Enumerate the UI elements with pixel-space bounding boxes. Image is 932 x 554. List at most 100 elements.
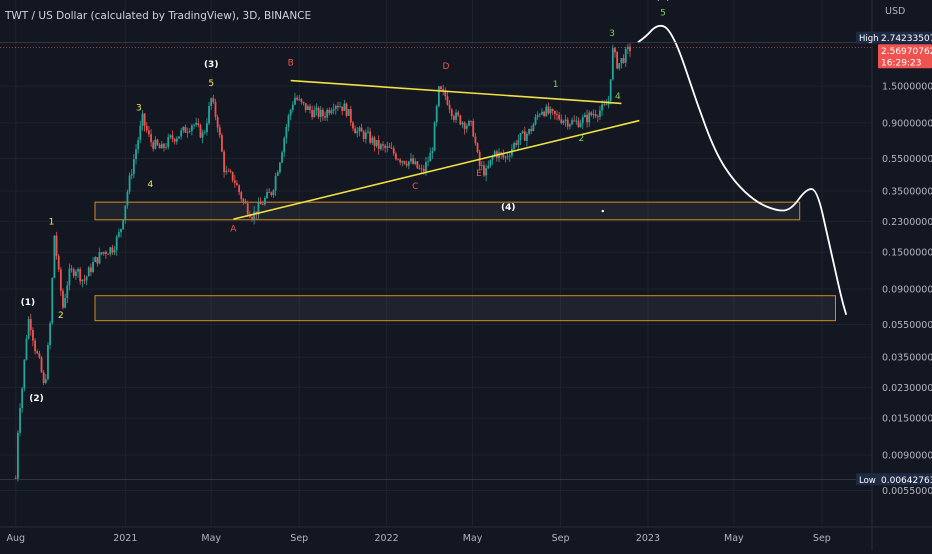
candle-body <box>171 135 174 139</box>
candle-body <box>188 131 191 132</box>
candle-body <box>285 126 288 139</box>
candle-body <box>23 359 26 389</box>
candle-body <box>532 124 535 132</box>
high-price-tag-value: 2.74233507 <box>881 34 932 44</box>
wave-label: 2 <box>578 134 584 144</box>
candle-body <box>362 131 365 139</box>
candle-body <box>601 104 603 111</box>
candle-body <box>98 252 101 264</box>
trendline[interactable] <box>290 79 622 105</box>
candle-body <box>190 125 193 132</box>
candle-body <box>321 109 324 117</box>
candle-body <box>105 251 107 254</box>
candle-layer <box>14 43 631 482</box>
candle-body <box>459 115 462 125</box>
candle-body <box>167 136 170 148</box>
candle-body <box>571 120 573 125</box>
candle-body <box>139 125 142 140</box>
candle-body <box>182 126 185 131</box>
candle-body <box>553 110 556 115</box>
marker-dot <box>601 209 605 213</box>
candle-body <box>536 115 539 117</box>
wave-label: D <box>443 62 450 72</box>
candle-body <box>592 114 595 116</box>
wave-label: 3 <box>609 29 615 39</box>
candle-body <box>87 267 90 277</box>
annotation-layer: (1) (2) (3) (4) (5) 1 2 3 4 5 A B C D E 1 2 3 4 5 <box>21 0 671 404</box>
candle-body <box>294 97 296 105</box>
candle-body <box>352 122 354 129</box>
low-price-tag-label-bg <box>856 473 878 486</box>
candle-body <box>358 127 361 132</box>
candle-body <box>197 122 200 125</box>
candle-body <box>401 161 404 163</box>
candle-body <box>575 120 578 122</box>
candle-body <box>203 132 206 133</box>
candle-body <box>444 90 447 97</box>
candle-body <box>547 106 550 114</box>
candle-body <box>596 116 599 117</box>
grid-layer <box>0 0 872 527</box>
projection-layer[interactable] <box>637 24 848 315</box>
low-price-tag: 0.00642763 Low <box>856 473 932 486</box>
trend-layer[interactable] <box>233 79 640 220</box>
candle-body <box>538 114 541 116</box>
candle-body <box>304 103 307 110</box>
candle-body <box>543 111 546 116</box>
candle-body <box>397 159 399 160</box>
wave-label: A <box>230 224 237 234</box>
candle-body <box>34 340 36 352</box>
candle-body <box>392 148 395 154</box>
time-tick-label: May <box>463 533 483 544</box>
candle-body <box>577 120 580 128</box>
candle-body <box>626 46 629 49</box>
candle-body <box>287 115 290 127</box>
candle-body <box>450 109 453 117</box>
candle-body <box>472 121 475 137</box>
wave-label: E <box>476 169 482 179</box>
candle-body <box>143 113 146 126</box>
candle-body <box>616 52 619 69</box>
candle-body <box>169 135 172 137</box>
candle-body <box>437 86 440 107</box>
candle-body <box>317 107 320 117</box>
candle-body <box>339 106 341 108</box>
candle-body <box>64 297 67 308</box>
candle-body <box>513 142 515 149</box>
candle-body <box>534 116 537 125</box>
candle-body <box>102 251 105 254</box>
trendline[interactable] <box>233 119 640 220</box>
projection-path[interactable] <box>637 24 848 315</box>
wave-label: (4) <box>501 203 516 213</box>
time-tick-label: May <box>201 533 221 544</box>
candle-body <box>562 120 565 124</box>
candle-body <box>201 132 204 138</box>
candle-body <box>452 116 455 120</box>
candle-body <box>158 144 161 149</box>
candle-body <box>332 109 335 111</box>
candle-body <box>268 192 271 193</box>
candle-body <box>377 140 380 149</box>
candle-body <box>92 261 94 272</box>
candle-body <box>210 98 213 107</box>
candle-body <box>47 344 49 380</box>
time-axis[interactable]: Aug 2021 May Sep 2022 May Sep 2023 May Sep <box>0 526 932 544</box>
candle-body <box>614 48 616 53</box>
low-price-tag-value: 0.00642763 <box>881 476 932 486</box>
candle-body <box>519 133 522 140</box>
candle-body <box>410 158 412 162</box>
candle-body <box>373 137 376 146</box>
candle-body <box>515 142 518 145</box>
candle-body <box>551 108 554 111</box>
candle-body <box>309 106 311 111</box>
candle-body <box>180 130 183 137</box>
wave-label: 4 <box>147 180 153 190</box>
candle-body <box>470 120 472 122</box>
wave-label: B <box>288 58 294 68</box>
